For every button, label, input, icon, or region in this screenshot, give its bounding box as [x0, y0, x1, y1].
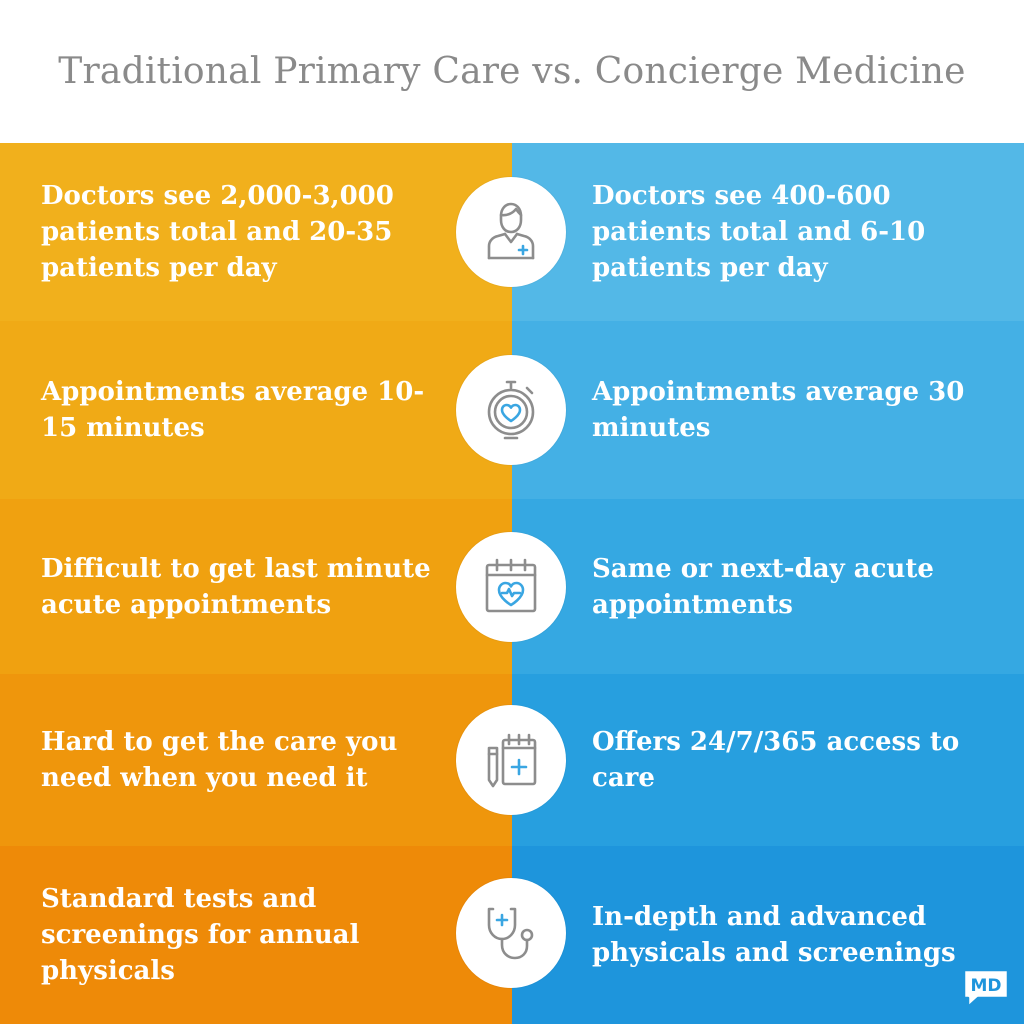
traditional-text: Appointments average 10-15 minutes: [41, 377, 425, 443]
concierge-cell: Appointments average 30 minutes: [512, 321, 1024, 499]
concierge-text: Appointments average 30 minutes: [592, 377, 965, 443]
concierge-text: Doctors see 400-600 patients total and 6…: [592, 181, 926, 283]
icon-badge: [456, 532, 566, 642]
doctor-icon: [487, 202, 535, 260]
calendar-heart-icon: [485, 558, 537, 613]
traditional-text: Difficult to get last minute acute appoi…: [41, 553, 431, 620]
comparison-grid: Doctors see 2,000-3,000 patients total a…: [0, 143, 1024, 1024]
icon-badge: [456, 177, 566, 287]
concierge-text: In-depth and advanced physicals and scre…: [592, 902, 956, 968]
logo-text: MD: [970, 976, 1001, 996]
concierge-cell: Doctors see 400-600 patients total and 6…: [512, 143, 1024, 321]
comparison-row: Standard tests and screenings for annual…: [0, 846, 1024, 1024]
traditional-cell: Appointments average 10-15 minutes: [0, 321, 512, 499]
comparison-row: Appointments average 10-15 minutes Appoi…: [0, 321, 1024, 499]
icon-badge: [456, 355, 566, 465]
traditional-cell: Difficult to get last minute acute appoi…: [0, 499, 512, 674]
concierge-text: Offers 24/7/365 access to care: [592, 727, 960, 793]
concierge-cell: In-depth and advanced physicals and scre…: [512, 846, 1024, 1024]
concierge-cell: Same or next-day acute appointments: [512, 499, 1024, 674]
medical-calendar-icon: [487, 733, 537, 788]
md-chat-logo-icon: MD: [962, 968, 1010, 1009]
traditional-cell: Hard to get the care you need when you n…: [0, 674, 512, 846]
stethoscope-icon: [487, 907, 534, 960]
comparison-row: Difficult to get last minute acute appoi…: [0, 499, 1024, 674]
traditional-cell: Doctors see 2,000-3,000 patients total a…: [0, 143, 512, 321]
traditional-text: Standard tests and screenings for annual…: [41, 884, 360, 986]
traditional-cell: Standard tests and screenings for annual…: [0, 846, 512, 1024]
traditional-text: Doctors see 2,000-3,000 patients total a…: [41, 181, 394, 283]
icon-badge: [456, 705, 566, 815]
icon-badge: [456, 878, 566, 988]
comparison-row: Doctors see 2,000-3,000 patients total a…: [0, 143, 1024, 321]
concierge-cell: Offers 24/7/365 access to care: [512, 674, 1024, 846]
concierge-text: Same or next-day acute appointments: [592, 553, 934, 620]
page-title: Traditional Primary Care vs. Concierge M…: [58, 51, 966, 92]
stopwatch-heart-icon: [487, 380, 535, 440]
comparison-row: Hard to get the care you need when you n…: [0, 674, 1024, 846]
traditional-text: Hard to get the care you need when you n…: [41, 727, 398, 793]
